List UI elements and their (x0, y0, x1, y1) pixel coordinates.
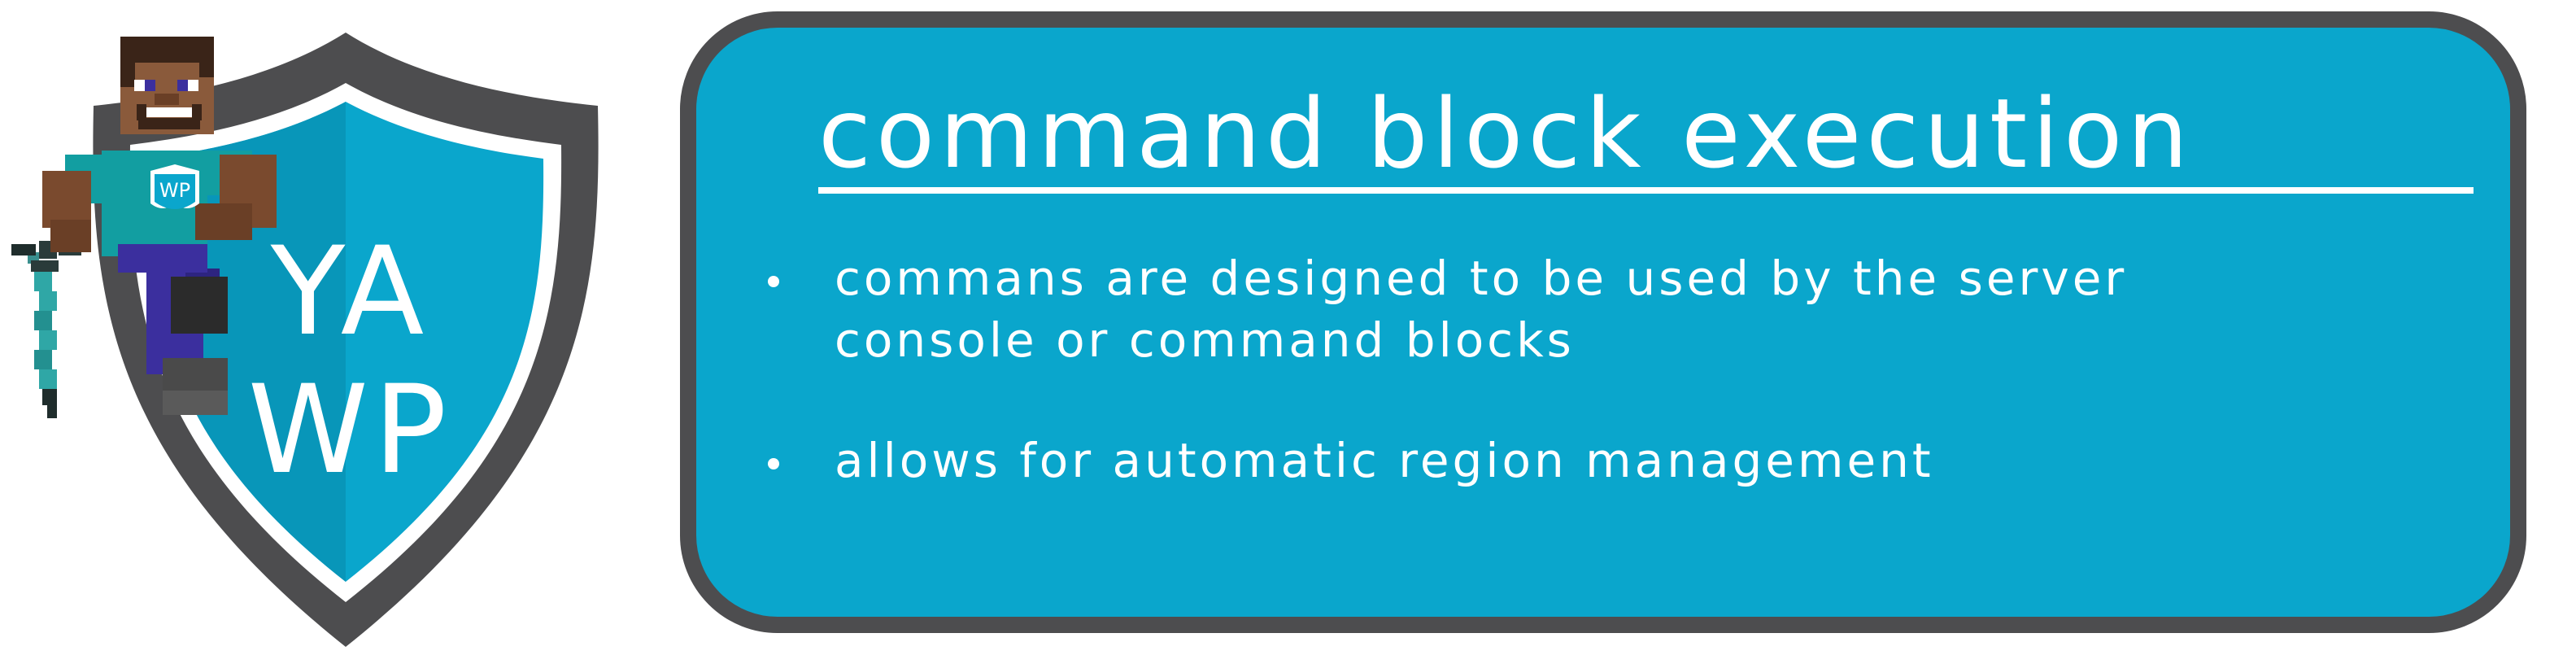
title-underline (818, 187, 2474, 194)
bullet-dot-icon (768, 276, 779, 287)
yawp-logo: YA WP (11, 33, 599, 647)
bullet-line: CONSOLE OR COMMAND BLOCKS (835, 312, 1575, 368)
character-figure: WP (42, 37, 277, 415)
logo-text-bottom: WP (248, 360, 452, 501)
info-panel: COMMAND BLOCK EXECUTION COMMANS ARE DESI… (680, 11, 2526, 633)
shirt-badge-text: WP (159, 179, 190, 202)
sword-icon (11, 238, 81, 418)
bullet-line: COMMANS ARE DESIGNED TO BE USED BY THE S… (835, 251, 2128, 306)
bullet-dot-icon (768, 458, 779, 469)
panel-title: COMMAND BLOCK EXECUTION (818, 77, 2194, 190)
logo-text-top: YA (270, 221, 429, 363)
bullet-line: ALLOWS FOR AUTOMATIC REGION MANAGEMENT (835, 433, 1934, 488)
